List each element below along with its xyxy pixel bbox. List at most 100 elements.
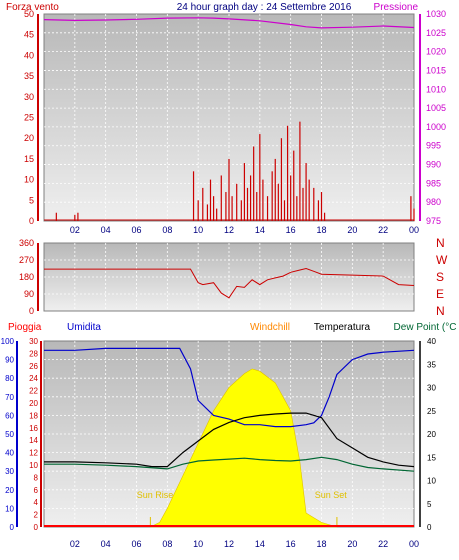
- x-tick-label: 20: [347, 225, 357, 235]
- direction-tick-label: 90: [24, 289, 34, 299]
- temp-tick-label: 15: [427, 453, 436, 462]
- x-tick-label: 12: [224, 539, 234, 549]
- x-tick-label: 04: [101, 539, 111, 549]
- temp-tick-label: 30: [427, 384, 436, 393]
- rain-tick-label: 4: [34, 498, 39, 507]
- pressure-tick-label: 1005: [426, 103, 446, 113]
- legend-humidity: Umidita: [67, 322, 101, 333]
- x-tick-label: 22: [378, 539, 388, 549]
- legend-rain: Pioggia: [8, 322, 42, 333]
- x-tick-label: 04: [101, 225, 111, 235]
- direction-tick-label: 180: [19, 272, 34, 282]
- temp-tick-label: 0: [427, 523, 432, 532]
- rain-tick-label: 16: [29, 424, 38, 433]
- compass-label: E: [436, 287, 444, 301]
- rain-tick-label: 20: [29, 399, 38, 408]
- header-right-label: Pressione: [374, 2, 419, 13]
- humidity-tick-label: 60: [5, 411, 14, 420]
- rain-tick-label: 30: [29, 337, 38, 346]
- pressure-tick-label: 980: [426, 197, 441, 207]
- x-tick-label: 16: [286, 539, 296, 549]
- humidity-tick-label: 20: [5, 486, 14, 495]
- compass-label: N: [436, 236, 445, 250]
- pressure-line: [43, 17, 415, 29]
- rain-tick-label: 6: [34, 486, 39, 495]
- pressure-tick-label: 1010: [426, 84, 446, 94]
- x-tick-label: 06: [131, 225, 141, 235]
- compass-label: W: [436, 253, 448, 267]
- x-tick-label: 18: [316, 539, 326, 549]
- wind-tick-label: 35: [24, 71, 34, 81]
- humidity-tick-label: 90: [5, 356, 14, 365]
- pressure-tick-label: 1025: [426, 28, 446, 38]
- legend-windchill: Windchill: [250, 322, 290, 333]
- x-tick-label: 00: [409, 539, 419, 549]
- wind-tick-label: 50: [24, 9, 34, 19]
- humidity-tick-label: 50: [5, 430, 14, 439]
- rain-tick-label: 2: [34, 511, 39, 520]
- temp-tick-label: 10: [427, 477, 436, 486]
- temp-tick-label: 5: [427, 500, 432, 509]
- header-left-label: Forza vento: [6, 2, 59, 13]
- x-tick-label: 14: [255, 539, 265, 549]
- wind-tick-label: 5: [29, 195, 34, 205]
- rain-tick-label: 10: [29, 461, 38, 470]
- x-tick-label: 16: [286, 225, 296, 235]
- x-tick-label: 02: [70, 225, 80, 235]
- humidity-tick-label: 80: [5, 374, 14, 383]
- direction-tick-label: 0: [29, 306, 34, 316]
- x-tick-label: 20: [347, 539, 357, 549]
- pressure-tick-label: 1015: [426, 65, 446, 75]
- wind-tick-label: 20: [24, 133, 34, 143]
- graph-title: 24 hour graph day : 24 Settembre 2016: [177, 2, 352, 13]
- wind-tick-label: 45: [24, 30, 34, 40]
- x-tick-label: 08: [162, 225, 172, 235]
- x-tick-label: 06: [131, 539, 141, 549]
- humidity-tick-label: 10: [5, 504, 14, 513]
- rain-tick-label: 0: [34, 523, 39, 532]
- sunset-label: Sun Set: [315, 490, 348, 500]
- dewpoint-line: [44, 456, 415, 472]
- direction-tick-label: 270: [19, 255, 34, 265]
- rain-tick-label: 28: [29, 349, 38, 358]
- rain-tick-label: 26: [29, 362, 38, 371]
- pressure-tick-label: 995: [426, 141, 441, 151]
- humidity-tick-label: 40: [5, 449, 14, 458]
- x-tick-label: 00: [409, 225, 419, 235]
- x-tick-label: 10: [193, 225, 203, 235]
- pressure-tick-label: 975: [426, 216, 441, 226]
- wind-tick-label: 0: [29, 216, 34, 226]
- direction-tick-label: 360: [19, 238, 34, 248]
- humidity-tick-label: 70: [5, 393, 14, 402]
- direction-line: [44, 267, 415, 299]
- sunrise-label: Sun Rise: [137, 490, 174, 500]
- pressure-tick-label: 985: [426, 178, 441, 188]
- x-tick-label: 08: [162, 539, 172, 549]
- humidity-line: [44, 347, 415, 428]
- x-tick-label: 02: [70, 539, 80, 549]
- x-tick-label: 14: [255, 225, 265, 235]
- wind-tick-label: 30: [24, 92, 34, 102]
- rain-tick-label: 8: [34, 473, 39, 482]
- rain-tick-label: 22: [29, 387, 38, 396]
- x-tick-label: 12: [224, 225, 234, 235]
- wind-tick-label: 40: [24, 50, 34, 60]
- pressure-tick-label: 1030: [426, 9, 446, 19]
- solar-area: [150, 368, 337, 528]
- x-tick-label: 10: [193, 539, 203, 549]
- pressure-tick-label: 990: [426, 160, 441, 170]
- temp-tick-label: 40: [427, 337, 436, 346]
- pressure-tick-label: 1000: [426, 122, 446, 132]
- humidity-tick-label: 30: [5, 467, 14, 476]
- compass-label: N: [436, 304, 445, 318]
- wind-tick-label: 10: [24, 175, 34, 185]
- rain-tick-label: 18: [29, 411, 38, 420]
- wind-tick-label: 15: [24, 154, 34, 164]
- x-tick-label: 22: [378, 225, 388, 235]
- humidity-tick-label: 0: [10, 523, 15, 532]
- rain-tick-label: 14: [29, 436, 38, 445]
- legend-temperature: Temperatura: [314, 322, 371, 333]
- rain-tick-label: 24: [29, 374, 38, 383]
